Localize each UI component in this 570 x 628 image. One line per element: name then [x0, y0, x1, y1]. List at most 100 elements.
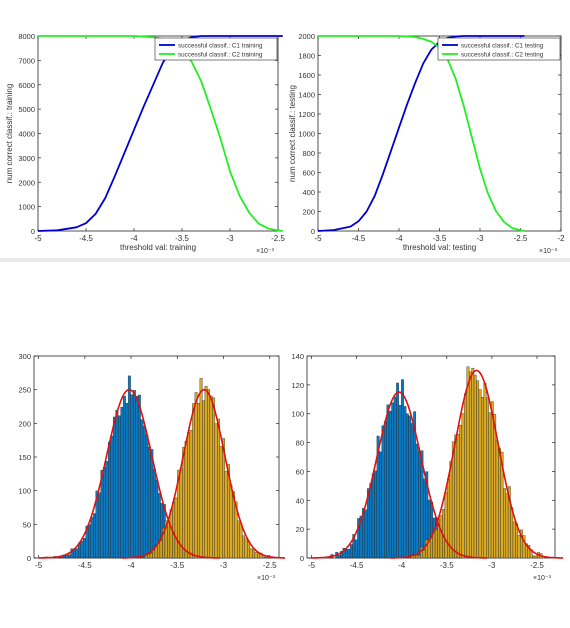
- y-tick-label: 150: [18, 453, 31, 462]
- histogram-bar: [434, 529, 438, 559]
- series-line-1: [317, 35, 525, 232]
- histogram-bar: [483, 383, 487, 559]
- y-tick-label: 1000: [18, 203, 35, 212]
- testing-line-chart: -5 -4.5 -4 -3.5 -3 -2.5 -2 0 200 400 600 800 1000 120…: [288, 32, 565, 255]
- histogram-bar: [415, 555, 419, 559]
- x-tick-label: -2.5: [514, 234, 528, 243]
- histogram-series-2: [410, 366, 543, 559]
- histogram-bar: [97, 492, 101, 559]
- histogram-bar: [503, 488, 506, 559]
- histogram-bar: [532, 555, 536, 559]
- y-tick-label: 100: [18, 487, 31, 496]
- histogram-bar: [417, 554, 421, 559]
- series-line-2: [38, 35, 283, 232]
- histogram-bar: [391, 402, 395, 559]
- histogram-bar: [199, 378, 203, 559]
- histogram-bar: [388, 411, 392, 559]
- x-tick-label: -5: [34, 234, 42, 243]
- y-tick-label: 1200: [298, 110, 315, 119]
- histogram-bar: [167, 520, 171, 559]
- histogram-bar: [244, 538, 248, 559]
- y-tick-label: 400: [302, 188, 315, 197]
- legend-entry-2: successful classif.: C2 testing: [461, 52, 544, 59]
- histogram-bar: [80, 540, 84, 559]
- y-tick-label: 0: [27, 554, 31, 563]
- y-tick-label: 120: [291, 381, 304, 390]
- histogram-bar: [174, 497, 178, 559]
- histogram-bar: [486, 397, 489, 559]
- histogram-bar: [439, 515, 443, 559]
- histogram-bar: [144, 555, 148, 559]
- histogram-bar: [461, 413, 465, 559]
- histogram-bar: [254, 552, 258, 559]
- histogram-bar: [189, 429, 193, 559]
- y-tick-label: 200: [302, 208, 315, 217]
- histogram-bar: [117, 415, 121, 559]
- legend-entry-2: successful classif.: C2 training: [178, 52, 263, 59]
- histogram-bar: [242, 535, 245, 559]
- histogram-bar: [130, 394, 134, 559]
- training-histogram: -5 -4.5 -4 -3.5 -3 -2.5 0 50 100 150 200 250 300 ×10⁻…: [18, 352, 285, 582]
- histogram-bar: [110, 435, 114, 559]
- histogram-bar: [476, 380, 480, 559]
- histogram-bar: [264, 556, 268, 559]
- panel-separator: [0, 258, 570, 262]
- histogram-bar: [147, 553, 151, 559]
- histogram-bar: [396, 382, 399, 559]
- histogram-bar: [422, 550, 426, 559]
- histogram-bar: [147, 446, 151, 559]
- histogram-bar: [142, 425, 146, 559]
- y-tick-label: 1400: [298, 91, 315, 100]
- histogram-bar: [534, 555, 538, 559]
- x-tick-label: -4: [128, 561, 136, 570]
- histogram-bar: [145, 434, 149, 559]
- legend: successful classif.: C1 testing successfu…: [437, 37, 561, 61]
- x-exponent-label: ×10⁻³: [533, 575, 552, 582]
- y-tick-label: 140: [291, 352, 304, 361]
- histogram-bar: [102, 467, 106, 559]
- series-line-2: [318, 35, 525, 232]
- y-tick-label: 0: [31, 227, 35, 236]
- x-tick-label: -2.5: [271, 234, 285, 243]
- fit-curve-1: [310, 391, 488, 559]
- histogram-bar: [468, 371, 472, 559]
- histogram-series-1: [43, 375, 194, 559]
- histogram-bar: [478, 389, 482, 559]
- histogram-bar: [125, 403, 129, 559]
- histogram-bar: [150, 449, 154, 559]
- histogram-bar: [229, 485, 233, 559]
- legend-box: [437, 37, 561, 61]
- y-tick-label: 3000: [18, 154, 35, 163]
- y-tick-label: 50: [23, 520, 31, 529]
- y-tick-label: 800: [302, 149, 315, 158]
- histogram-bar: [510, 507, 514, 559]
- histogram-bar: [73, 549, 76, 559]
- histogram-bar: [505, 493, 509, 559]
- legend-entry-1: successful classif.: C1 training: [178, 43, 263, 50]
- x-tick-label: -4.5: [78, 561, 92, 570]
- histogram-bar: [239, 523, 243, 559]
- histogram-bar: [517, 535, 521, 559]
- y-tick-label: 2000: [18, 178, 35, 187]
- histogram-bar: [415, 443, 419, 559]
- y-tick-label: 250: [18, 386, 31, 395]
- histogram-bar: [169, 509, 173, 559]
- histogram-bar: [454, 434, 458, 559]
- histogram-bar: [214, 423, 218, 559]
- histogram-bar: [337, 555, 341, 559]
- histogram-bar: [418, 451, 421, 559]
- x-tick-label: -4.5: [352, 234, 366, 243]
- histogram-bar: [212, 397, 216, 559]
- y-tick-label: 1800: [298, 52, 315, 61]
- x-exponent-label: ×10⁻³: [256, 248, 275, 255]
- histogram-bar: [262, 556, 265, 559]
- histogram-bar: [207, 389, 211, 559]
- histogram-bar: [140, 419, 144, 559]
- histogram-bar: [68, 554, 71, 559]
- histogram-bar: [107, 441, 111, 559]
- histogram-bar: [371, 473, 375, 559]
- histogram-bar: [512, 521, 516, 559]
- x-tick-label: -3: [226, 234, 234, 243]
- histogram-bar: [237, 520, 240, 559]
- x-tick-label: -5: [314, 234, 322, 243]
